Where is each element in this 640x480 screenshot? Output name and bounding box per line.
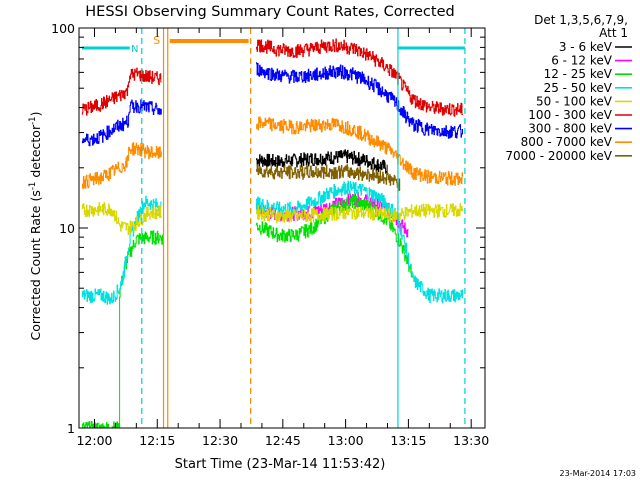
x-tick-label: 13:15	[390, 433, 426, 448]
y-tick-label: 1	[67, 421, 75, 436]
legend-entry-label: 25 - 50 keV	[544, 81, 613, 95]
legend-entry-label: 3 - 6 keV	[559, 40, 613, 54]
legend-entry-label: 50 - 100 keV	[536, 94, 613, 108]
series-line	[256, 38, 463, 117]
legend-entry-label: 12 - 25 keV	[544, 67, 613, 81]
series-line	[256, 62, 463, 139]
series-layer	[81, 38, 463, 429]
y-label-exp2: -1	[28, 116, 38, 124]
series-line	[81, 202, 162, 236]
axes: 1 10 100 12:00 12:15 12:30 12:45 13:00 13:15 13:3…	[51, 21, 489, 448]
series-line	[81, 99, 162, 147]
flag-lines	[141, 28, 466, 428]
legend-entry-label: 800 - 7000 keV	[521, 135, 613, 149]
x-axis-label: Start Time (23-Mar-14 11:53:42)	[175, 457, 386, 472]
legend-entry-label: 6 - 12 keV	[551, 54, 613, 68]
x-tick-label: 12:30	[202, 433, 238, 448]
y-label-post: )	[28, 112, 43, 117]
x-tick-label: 13:30	[453, 433, 489, 448]
x-tick-label: 12:45	[265, 433, 301, 448]
series-line	[81, 230, 164, 429]
series-line	[256, 116, 463, 186]
series-line	[256, 203, 463, 224]
y-label-mid: detector	[28, 124, 43, 182]
plot-frame	[78, 27, 486, 429]
flag-bars: NS	[82, 34, 465, 55]
flag-label-s: S	[153, 34, 160, 47]
footer-date: 23-Mar-2014 17:03	[560, 469, 637, 478]
legend-entry-label: 100 - 300 keV	[528, 108, 612, 122]
y-label-pre: Corrected Count Rate (s	[28, 190, 43, 340]
x-tick-label: 12:15	[139, 433, 175, 448]
series-line	[256, 149, 388, 174]
x-tick-label: 12:00	[76, 433, 112, 448]
flag-label-n: N	[131, 44, 138, 55]
series-line	[81, 195, 162, 305]
legend-header-1: Det 1,3,5,6,7,9,	[534, 13, 628, 27]
series-line	[81, 67, 162, 116]
legend-entry-label: 300 - 800 keV	[528, 122, 612, 136]
series-line	[81, 142, 162, 189]
legend-header-2: Att 1	[599, 26, 628, 40]
series-line	[256, 164, 401, 191]
chart-title: HESSI Observing Summary Count Rates, Cor…	[85, 4, 454, 20]
y-tick-label: 10	[59, 221, 75, 236]
y-label-exp1: -1	[28, 182, 38, 190]
legend-entry-label: 7000 - 20000 keV	[505, 149, 612, 163]
y-axis-label: Corrected Count Rate (s-1 detector-1)	[28, 112, 43, 341]
series-line	[256, 180, 463, 304]
x-tick-label: 13:00	[328, 433, 364, 448]
y-tick-label: 100	[51, 21, 75, 36]
